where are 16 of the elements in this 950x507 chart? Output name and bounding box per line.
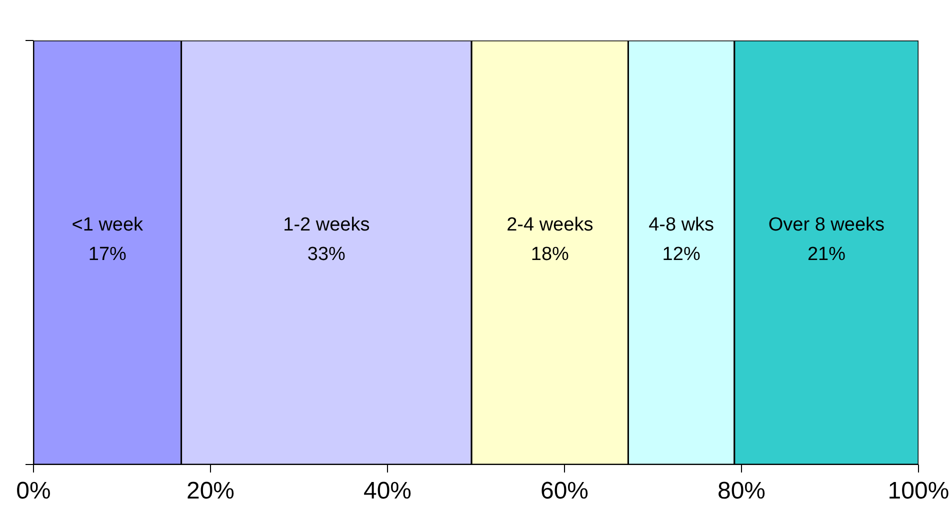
series-label: 4-8 wks: [648, 214, 714, 236]
data-label: 18%: [530, 244, 570, 266]
series-label: Over 8 weeks: [768, 214, 885, 236]
data-label: 12%: [662, 244, 700, 266]
x-tick-label: 100%: [888, 478, 950, 504]
data-label: 33%: [307, 244, 346, 266]
x-tick-label: 20%: [186, 478, 235, 504]
data-label: 21%: [807, 244, 846, 266]
data-label: 17%: [88, 244, 127, 266]
series-label: 2-4 weeks: [506, 214, 594, 236]
x-tick-label: 40%: [363, 478, 412, 504]
x-tick-label: 60%: [540, 478, 589, 504]
x-tick-label: 80%: [717, 478, 766, 504]
series-label: 1-2 weeks: [283, 214, 370, 236]
series-label: <1 week: [72, 214, 144, 236]
x-tick-label: 0%: [16, 478, 51, 504]
